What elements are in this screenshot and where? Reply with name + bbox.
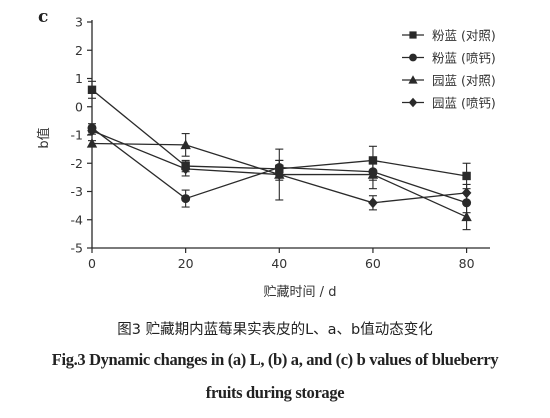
series-triangle bbox=[86, 133, 472, 231]
data-point bbox=[180, 139, 191, 150]
x-tick-label: 60 bbox=[365, 256, 381, 271]
data-point bbox=[180, 163, 191, 175]
legend-marker bbox=[408, 75, 418, 84]
data-point bbox=[461, 211, 472, 222]
x-axis-label: 贮藏时间 / d bbox=[264, 285, 337, 300]
legend-label: 粉蓝 (喷钙) bbox=[432, 51, 496, 66]
figure-caption-english-line-1: Fig.3 Dynamic changes in (a) L, (b) a, a… bbox=[51, 350, 499, 369]
figure-caption-chinese: 图3 贮藏期内蓝莓果实表皮的L、a、b值动态变化 bbox=[117, 322, 433, 338]
y-tick-label: -4 bbox=[71, 212, 84, 227]
legend-label: 园蓝 (喷钙) bbox=[432, 96, 496, 111]
panel-label: c bbox=[38, 7, 48, 27]
data-point bbox=[461, 187, 472, 199]
y-axis-label: b值 bbox=[36, 127, 52, 148]
y-tick-label: 1 bbox=[75, 71, 83, 86]
x-tick-label: 40 bbox=[271, 256, 287, 271]
data-point bbox=[87, 85, 97, 94]
b-value-line-chart: c -5 -4 -3 -2 -1 0 1 2 3 0 20 40 60 80 b值 贮藏时间 / d 粉蓝… bbox=[36, 7, 496, 300]
y-tick-label: 3 bbox=[75, 15, 83, 30]
data-point bbox=[462, 171, 471, 181]
y-tick-label: -5 bbox=[71, 241, 83, 256]
data-point bbox=[181, 194, 191, 204]
legend-marker bbox=[409, 31, 417, 39]
legend-item: 粉蓝 (对照) bbox=[402, 28, 496, 43]
y-tick-label: -2 bbox=[71, 156, 83, 171]
legend-marker bbox=[409, 53, 417, 62]
plot-area bbox=[86, 80, 472, 231]
data-point bbox=[86, 138, 98, 148]
legend-marker bbox=[408, 97, 418, 108]
data-point bbox=[274, 169, 285, 180]
y-tick-label: -1 bbox=[71, 128, 83, 143]
legend-item: 粉蓝 (喷钙) bbox=[402, 51, 496, 66]
x-tick-label: 20 bbox=[178, 256, 194, 271]
data-point bbox=[368, 197, 378, 209]
data-point bbox=[462, 198, 472, 208]
legend: 粉蓝 (对照) 粉蓝 (喷钙) 园蓝 (对照) 园蓝 (喷钙) bbox=[402, 28, 496, 111]
series-diamond bbox=[87, 125, 472, 211]
data-point bbox=[87, 125, 97, 137]
x-tick-label: 0 bbox=[88, 256, 96, 271]
data-point bbox=[367, 169, 379, 179]
figure-caption-english-line-2: fruits during storage bbox=[205, 383, 345, 402]
y-tick-label: 0 bbox=[75, 99, 83, 114]
legend-label: 粉蓝 (对照) bbox=[432, 28, 496, 43]
legend-label: 园蓝 (对照) bbox=[432, 73, 496, 88]
y-tick-label: -3 bbox=[71, 184, 83, 199]
x-tick-label: 80 bbox=[459, 256, 475, 271]
legend-item: 园蓝 (对照) bbox=[402, 73, 496, 88]
legend-item: 园蓝 (喷钙) bbox=[402, 96, 496, 111]
y-tick-label: 2 bbox=[75, 43, 83, 58]
axes: -5 -4 -3 -2 -1 0 1 2 3 0 20 40 60 80 bbox=[71, 15, 490, 271]
